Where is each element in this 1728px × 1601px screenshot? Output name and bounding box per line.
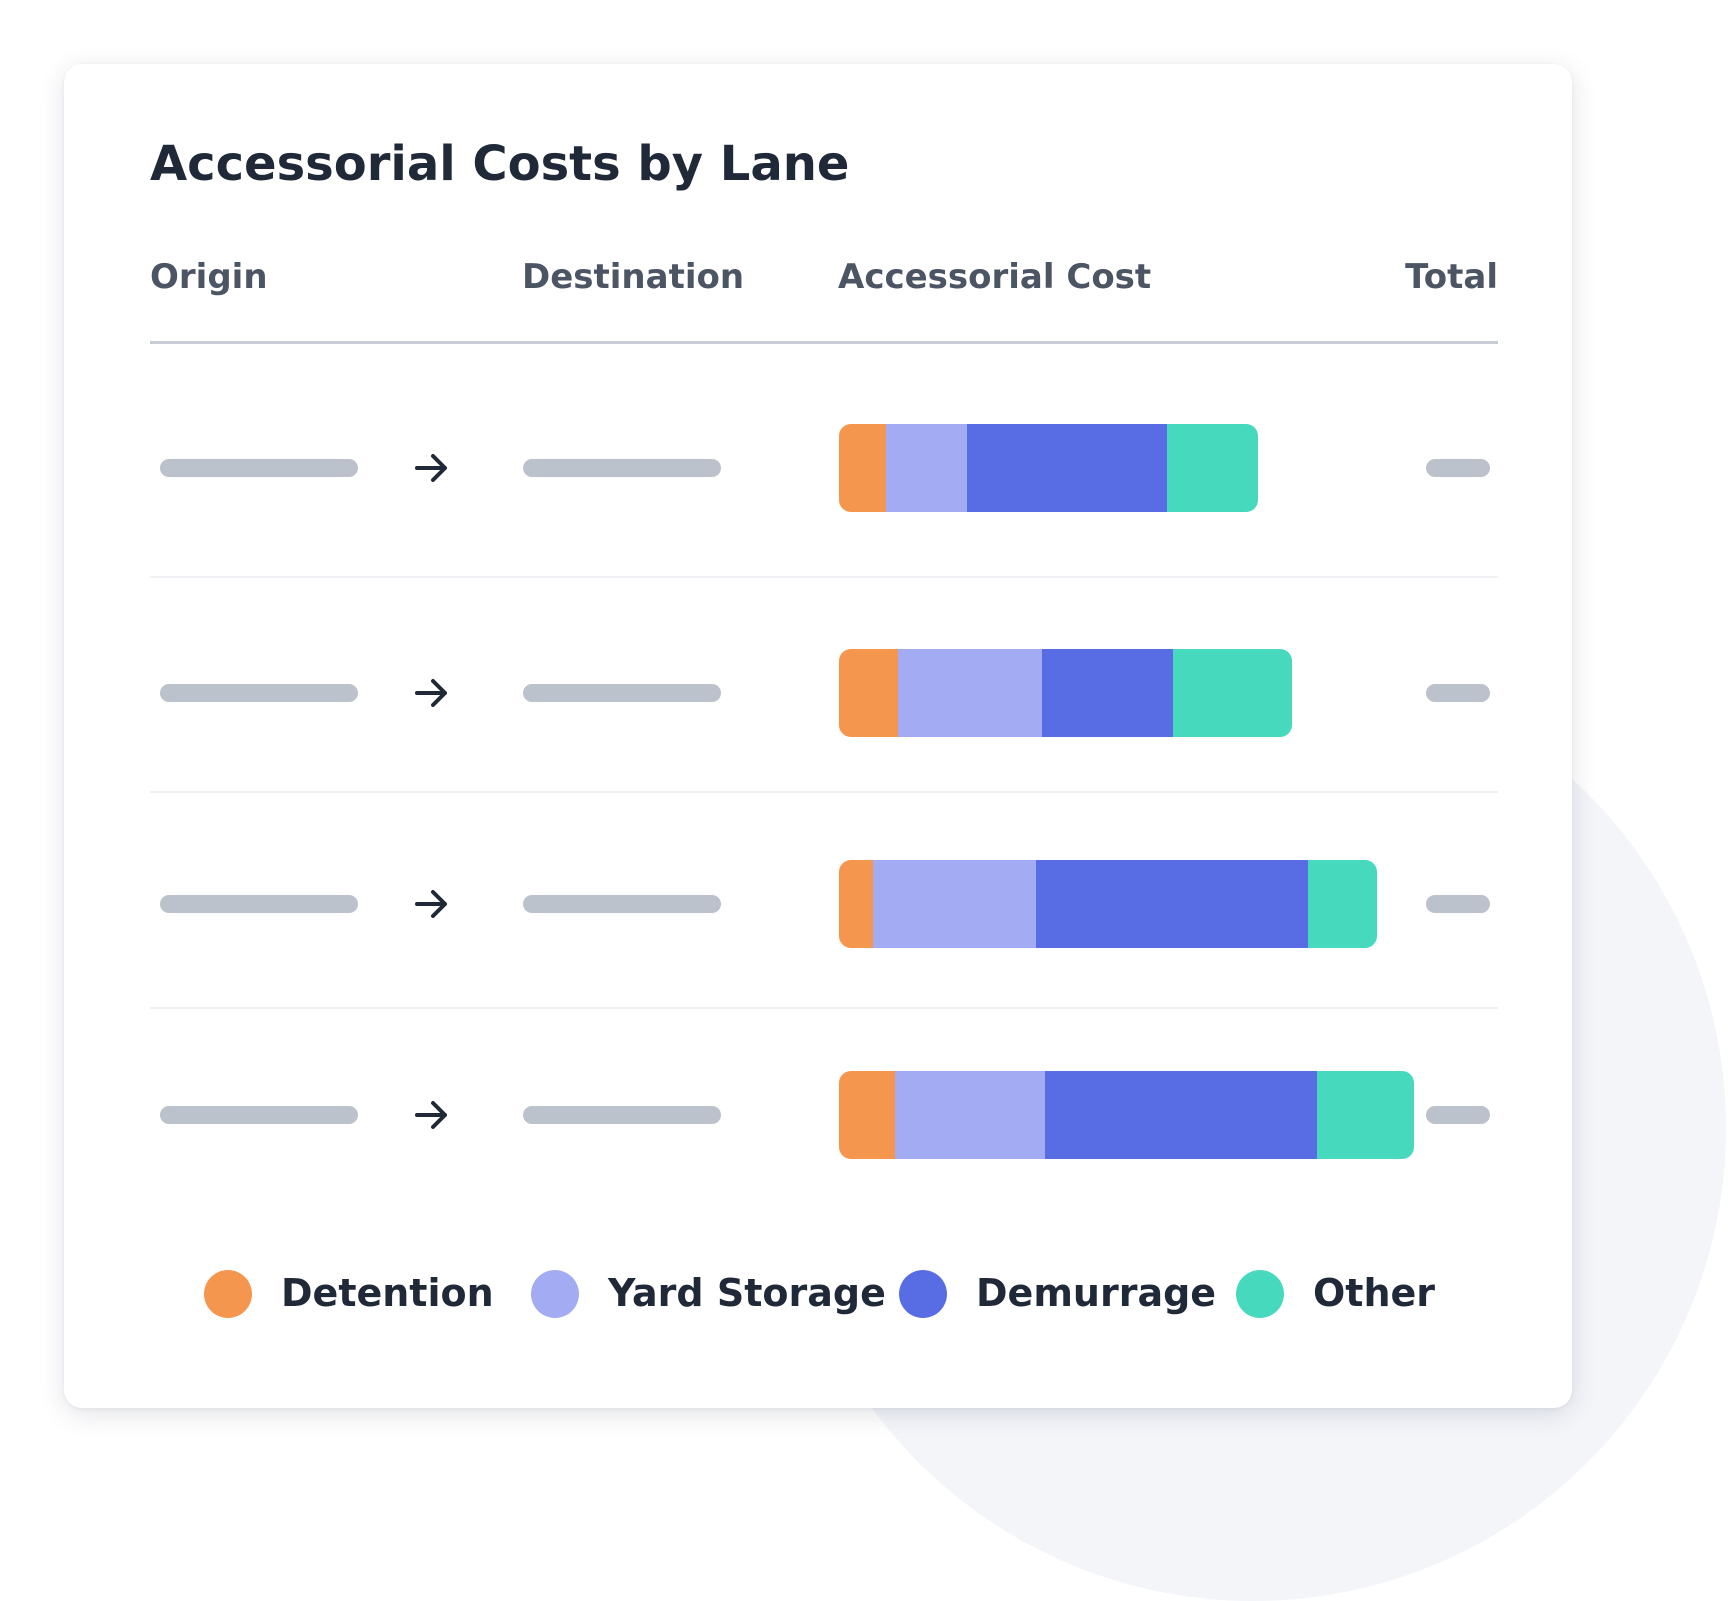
stacked-bar xyxy=(839,1071,1414,1159)
total-placeholder xyxy=(1426,684,1490,702)
chart-legend: Detention Yard Storage Demurrage Other xyxy=(64,1264,1572,1324)
legend-label-demurrage: Demurrage xyxy=(976,1271,1217,1315)
legend-swatch-detention xyxy=(204,1270,252,1318)
stacked-bar xyxy=(839,424,1258,512)
legend-swatch-demurrage xyxy=(899,1270,947,1318)
bar-segment-demurrage xyxy=(1045,1071,1318,1159)
origin-placeholder xyxy=(160,1106,358,1124)
bar-segment-other xyxy=(1173,649,1293,737)
arrow-right-icon xyxy=(415,1101,447,1129)
arrow-right-icon xyxy=(415,679,447,707)
column-header-destination: Destination xyxy=(522,257,745,297)
chart-card: Accessorial Costs by Lane Origin Destina… xyxy=(64,64,1572,1408)
bar-segment-detention xyxy=(839,424,886,512)
origin-placeholder xyxy=(160,895,358,913)
bar-segment-yard-storage xyxy=(885,424,968,512)
legend-label-detention: Detention xyxy=(281,1271,494,1315)
lane-row xyxy=(64,424,1572,512)
destination-placeholder xyxy=(523,459,721,477)
bar-segment-demurrage xyxy=(1042,649,1174,737)
total-placeholder xyxy=(1426,1106,1490,1124)
bar-segment-other xyxy=(1307,860,1377,948)
bar-segment-detention xyxy=(839,1071,896,1159)
column-header-total: Total xyxy=(1405,257,1498,297)
bar-segment-yard-storage xyxy=(895,1071,1046,1159)
legend-swatch-yard-storage xyxy=(531,1270,579,1318)
bar-segment-detention xyxy=(839,649,899,737)
arrow-right-icon xyxy=(415,890,447,918)
column-header-origin: Origin xyxy=(150,257,268,297)
lane-row xyxy=(64,649,1572,737)
origin-placeholder xyxy=(160,684,358,702)
row-divider xyxy=(150,576,1498,578)
bar-segment-other xyxy=(1167,424,1258,512)
total-placeholder xyxy=(1426,459,1490,477)
header-divider xyxy=(150,341,1498,344)
bar-segment-yard-storage xyxy=(898,649,1043,737)
bar-segment-detention xyxy=(839,860,874,948)
bar-segment-other xyxy=(1317,1071,1414,1159)
stacked-bar xyxy=(839,860,1377,948)
bar-segment-demurrage xyxy=(1035,860,1308,948)
stacked-bar xyxy=(839,649,1293,737)
lane-row xyxy=(64,1071,1572,1159)
chart-title: Accessorial Costs by Lane xyxy=(150,136,850,192)
bar-segment-yard-storage xyxy=(873,860,1036,948)
destination-placeholder xyxy=(523,1106,721,1124)
origin-placeholder xyxy=(160,459,358,477)
total-placeholder xyxy=(1426,895,1490,913)
arrow-right-icon xyxy=(415,454,447,482)
row-divider xyxy=(150,791,1498,793)
row-divider xyxy=(150,1007,1498,1009)
legend-label-other: Other xyxy=(1313,1271,1436,1315)
legend-label-yard-storage: Yard Storage xyxy=(608,1271,886,1315)
lane-row xyxy=(64,860,1572,948)
destination-placeholder xyxy=(523,684,721,702)
bar-segment-demurrage xyxy=(967,424,1168,512)
legend-swatch-other xyxy=(1236,1270,1284,1318)
destination-placeholder xyxy=(523,895,721,913)
column-header-accessorial-cost: Accessorial Cost xyxy=(838,257,1152,297)
